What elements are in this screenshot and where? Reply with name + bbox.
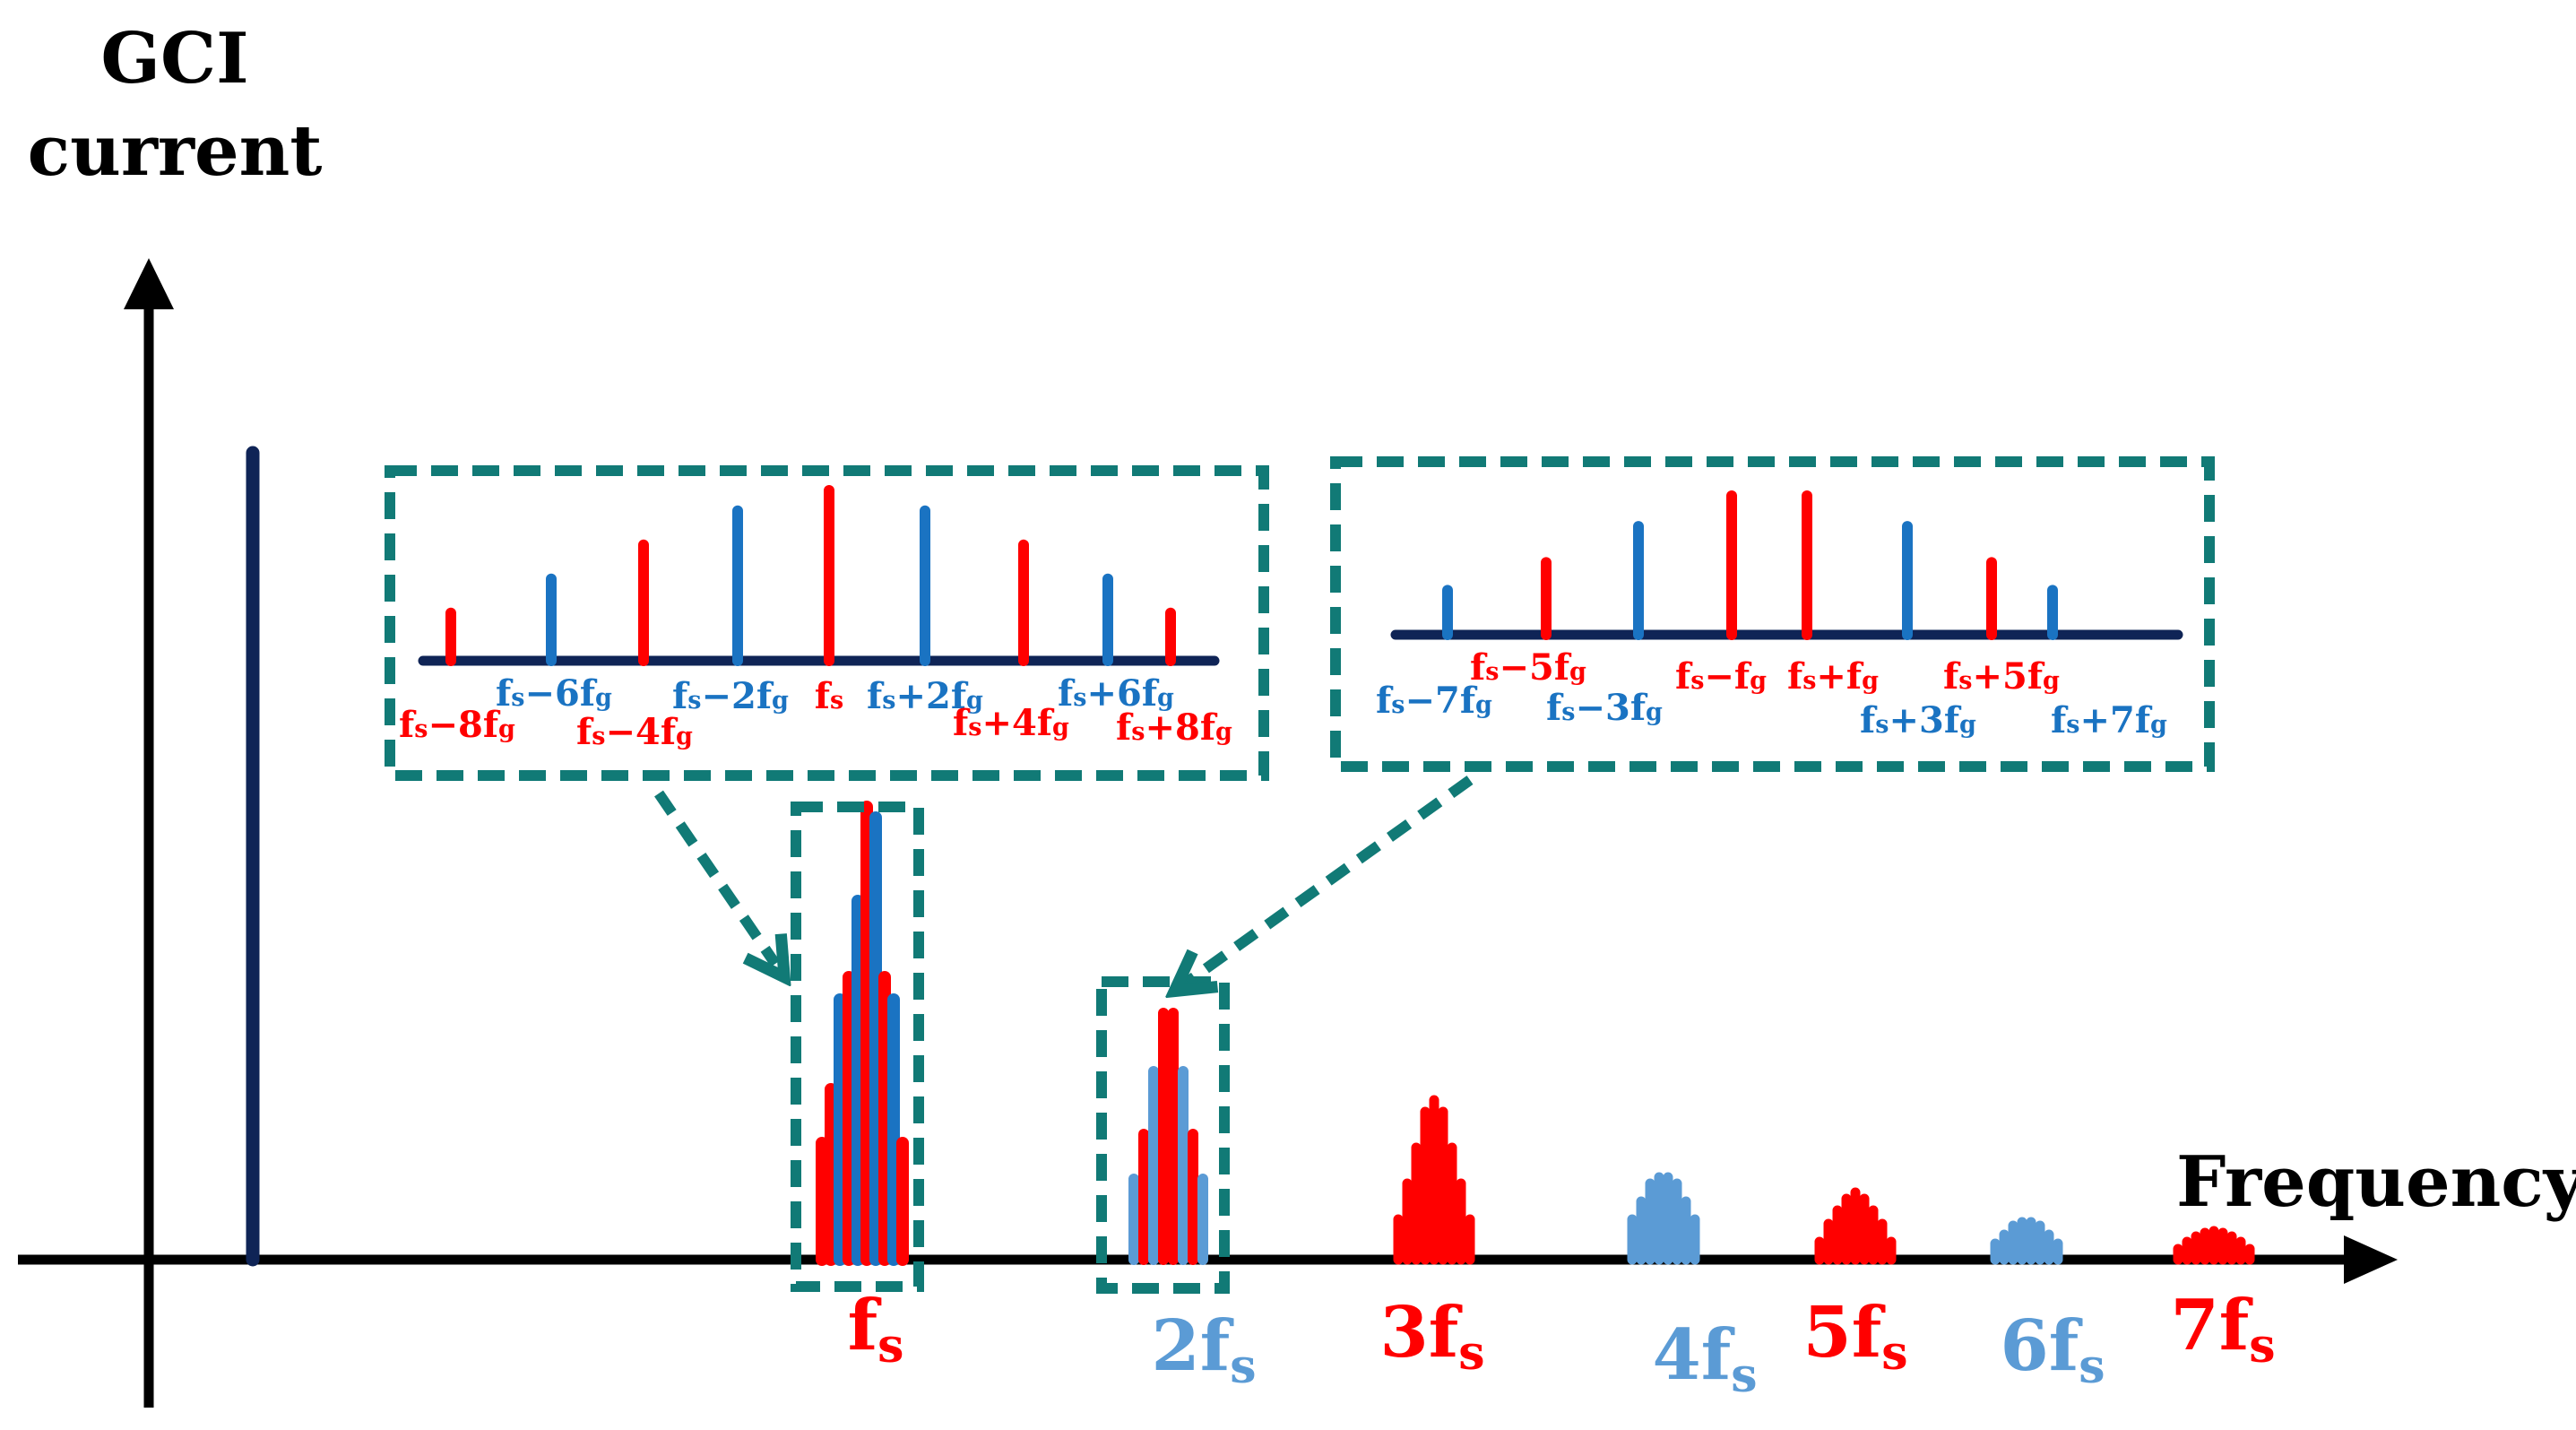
harmonic-label: 4fs (1652, 1314, 1757, 1403)
pointer-arrow-2fs (1188, 776, 1474, 982)
sideband-label: fs−fg (1675, 655, 1767, 698)
x-axis-label: Frequency. (2176, 1141, 2576, 1223)
y-axis-label-line2: current (28, 110, 323, 192)
sideband-label: fs+5fg (1943, 655, 2060, 698)
cluster-6fs (1990, 1217, 2063, 1265)
highlight-box-2fs (1096, 976, 1230, 1294)
cluster-fs (816, 801, 909, 1266)
cluster-4fs (1627, 1172, 1700, 1265)
harmonic-label: fs (848, 1285, 904, 1374)
harmonic-label: 5fs (1802, 1292, 1907, 1381)
sideband-label: fs−4fg (576, 711, 693, 753)
sideband-label: fs+7fg (2051, 699, 2167, 741)
cluster-7fs (2173, 1226, 2255, 1265)
sideband-label: fs+8fg (1116, 706, 1232, 749)
y-axis-arrowhead (124, 258, 174, 309)
sideband-label: fs+6fg (1058, 672, 1174, 715)
harmonic-label: 3fs (1379, 1292, 1484, 1381)
sideband-label: fs (815, 675, 843, 717)
cluster-5fs (1814, 1187, 1897, 1265)
sideband-label: fs−5fg (1470, 646, 1586, 689)
inset-box-2fs (1330, 456, 2215, 772)
harmonic-label: 2fs (1151, 1305, 1256, 1394)
sideband-label: fs−7fg (1376, 680, 1492, 722)
sideband-label: fs−6fg (496, 672, 612, 715)
harmonic-label: 7fs (2170, 1285, 2275, 1374)
sideband-label: fs+fg (1787, 655, 1879, 698)
harmonic-label: 6fs (2000, 1305, 2105, 1394)
sideband-label: fs+4fg (953, 702, 1069, 744)
cluster-2fs (1128, 1008, 1208, 1265)
sideband-label: fs−3fg (1546, 687, 1663, 729)
highlight-box-fs (791, 802, 924, 1292)
pointer-arrow-fs (654, 790, 775, 964)
sideband-label: fs−2fg (672, 675, 789, 717)
cluster-3fs (1393, 1095, 1475, 1265)
x-axis-arrowhead (2344, 1235, 2398, 1284)
sideband-label: fs+3fg (1860, 699, 1976, 741)
sideband-label: fs+2fg (867, 675, 983, 717)
y-axis-label-line1: GCI (100, 18, 248, 100)
sideband-label: fs−8fg (399, 704, 515, 746)
